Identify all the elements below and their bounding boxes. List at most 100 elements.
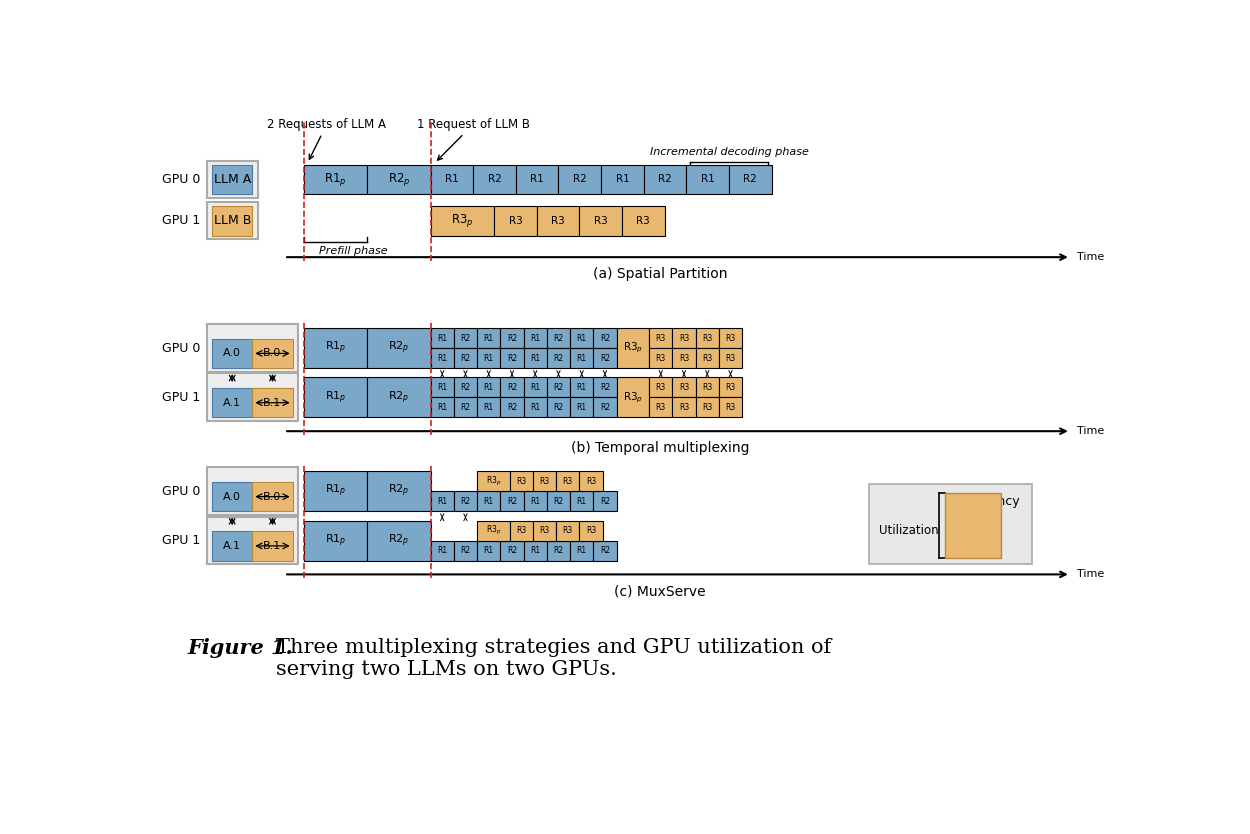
Text: R2$_p$: R2$_p$ [388, 532, 410, 549]
Bar [556, 520, 580, 540]
Text: R1$_p$: R1$_p$ [324, 171, 346, 188]
Text: R1: R1 [530, 546, 540, 555]
Bar [213, 206, 253, 235]
Bar [696, 377, 719, 397]
Text: R3: R3 [679, 403, 689, 412]
Bar [594, 377, 616, 397]
Text: R1: R1 [530, 174, 544, 184]
Text: R1: R1 [576, 383, 586, 392]
Bar [510, 520, 532, 540]
Bar [213, 482, 253, 511]
Text: R1: R1 [576, 497, 586, 505]
Bar [616, 377, 649, 417]
Text: A.1: A.1 [224, 398, 241, 408]
Bar [696, 397, 719, 417]
Bar [478, 540, 500, 560]
Bar [945, 493, 1001, 558]
Text: 2 Requests of LLM A: 2 Requests of LLM A [268, 118, 386, 159]
Bar [510, 471, 532, 491]
Text: R1: R1 [530, 383, 540, 392]
Bar [580, 471, 602, 491]
Bar [869, 484, 1032, 565]
Text: R3: R3 [540, 477, 550, 485]
Bar [430, 377, 454, 397]
Bar [494, 206, 536, 235]
Bar [536, 206, 580, 235]
Bar [570, 540, 594, 560]
Text: R3: R3 [679, 334, 689, 343]
Text: R1$_p$: R1$_p$ [325, 532, 346, 549]
Bar [430, 165, 474, 194]
Text: GPU 1: GPU 1 [162, 534, 201, 547]
Bar [672, 348, 696, 368]
Bar [672, 328, 696, 348]
Bar [729, 165, 771, 194]
Text: R3$_p$: R3$_p$ [622, 341, 642, 355]
Bar [454, 377, 478, 397]
Bar [546, 377, 570, 397]
Text: Three multiplexing strategies and GPU utilization of
serving two LLMs on two GPU: Three multiplexing strategies and GPU ut… [276, 638, 831, 680]
Text: R2: R2 [600, 383, 610, 392]
Text: R3: R3 [725, 383, 736, 392]
Text: (a) Spatial Partition: (a) Spatial Partition [592, 267, 728, 281]
Text: R2: R2 [600, 546, 610, 555]
Text: R1: R1 [438, 383, 448, 392]
Text: R3: R3 [725, 354, 736, 363]
Text: R2$_p$: R2$_p$ [388, 483, 410, 500]
Text: R3: R3 [703, 403, 712, 412]
Text: R1$_p$: R1$_p$ [325, 339, 346, 356]
Bar [649, 377, 672, 397]
Text: R1: R1 [530, 334, 540, 343]
Text: GPU 0: GPU 0 [162, 173, 201, 186]
Bar [206, 467, 298, 515]
Text: R1: R1 [438, 354, 448, 363]
Bar [206, 374, 298, 421]
Text: A.1: A.1 [224, 541, 241, 551]
Text: R1$_p$: R1$_p$ [325, 389, 346, 405]
Text: R2: R2 [744, 174, 758, 184]
Text: GPU 0: GPU 0 [162, 341, 201, 354]
Bar [368, 471, 430, 511]
Text: R2: R2 [554, 497, 564, 505]
Bar [594, 397, 616, 417]
Text: R3: R3 [679, 383, 689, 392]
Bar [532, 520, 556, 540]
Bar [580, 206, 622, 235]
Text: R3: R3 [656, 354, 666, 363]
Text: R1: R1 [701, 174, 715, 184]
Text: R2: R2 [508, 334, 518, 343]
Text: LLM B: LLM B [214, 214, 251, 228]
Bar [500, 377, 524, 397]
Text: R1: R1 [615, 174, 629, 184]
Text: R3$_p$: R3$_p$ [451, 213, 474, 229]
Text: R2: R2 [572, 174, 586, 184]
Bar [719, 377, 742, 397]
Text: R1: R1 [445, 174, 459, 184]
Text: R2: R2 [508, 383, 518, 392]
Text: Time: Time [1078, 252, 1104, 262]
Text: R1: R1 [576, 354, 586, 363]
Bar [649, 328, 672, 348]
Text: GPU 1: GPU 1 [162, 214, 201, 228]
Text: R2: R2 [460, 546, 470, 555]
Text: R3: R3 [586, 526, 596, 535]
Bar [206, 161, 258, 198]
Text: R2: R2 [508, 497, 518, 505]
Text: R3: R3 [551, 216, 565, 226]
Text: Time: Time [1078, 426, 1104, 436]
Text: R2: R2 [460, 497, 470, 505]
Bar [206, 324, 298, 372]
Text: R3: R3 [516, 477, 526, 485]
Bar [206, 516, 298, 565]
Bar [559, 165, 601, 194]
Text: R3$_p$: R3$_p$ [486, 475, 501, 488]
Bar [478, 520, 510, 540]
Text: Figure 1.: Figure 1. [188, 638, 292, 658]
Text: LLM A: LLM A [214, 173, 251, 186]
Text: R2: R2 [460, 403, 470, 412]
Bar [546, 491, 570, 511]
Bar [532, 471, 556, 491]
Bar [594, 328, 616, 348]
Text: R1: R1 [438, 497, 448, 505]
Text: R3: R3 [586, 477, 596, 485]
